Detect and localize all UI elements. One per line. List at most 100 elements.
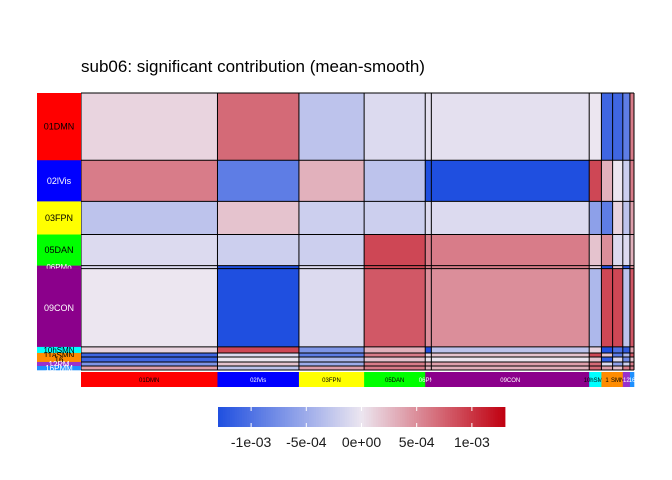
legend-gradient-step [306,407,310,427]
heatmap-cells [81,93,635,371]
heatmap-cell-16PMM-16PMM [629,365,635,371]
legend-gradient-step [318,407,322,427]
heatmap-cell-12PM-03FPN [298,361,365,367]
heatmap-cell-02lVis-11aSMN [601,160,613,202]
legend-gradient-step [308,407,312,427]
legend-gradient-step [270,407,274,427]
legend-gradient-step [428,407,432,427]
heatmap-cell-10hSMN-09CON [431,346,590,354]
legend-gradient-step [249,407,252,427]
legend-gradient-step [493,407,496,427]
heatmap-cell-16-05DAN [364,356,426,363]
heatmap-cell-12PM-16PMM [629,361,635,367]
col-network-swatch-06PMo [425,372,432,387]
heatmap-cell-11aSMN-10hSMN [589,352,602,358]
heatmap-cell-06PMo-09CON [431,265,590,269]
legend-gradient-step [292,407,295,427]
legend-gradient-step [476,407,480,427]
legend-gradient-step [241,407,245,427]
heatmap-cell-12PM-11aSMN [601,361,613,367]
heatmap-cell-16-06PMo [425,356,432,363]
legend-gradient-step [392,407,396,427]
legend-gradient-step [411,407,415,427]
legend-gradient-step [414,407,417,427]
legend-gradient-step [397,407,401,427]
legend-gradient-step [418,407,422,427]
legend-tick-label-3: 5e-04 [399,434,435,450]
col-network-swatch-02lVis [217,372,300,387]
heatmap-cell-06PMo-03FPN [298,265,365,269]
heatmap-cell-12PM-05DAN [364,361,426,367]
row-network-label-12PM: 12PM [49,360,70,369]
legend-gradient-step [227,407,231,427]
legend-gradient-step [449,407,453,427]
col-network-label-02lVis: 02lVis [250,378,266,384]
row-network-swatch-09CON [37,268,81,348]
legend-gradient-step [442,407,446,427]
legend-gradient-step [481,407,484,427]
heatmap-cell-06PMo-12PM [622,265,631,269]
legend-gradient-step [423,407,427,427]
heatmap-cell-10hSMN-12PM [622,346,631,354]
col-network-label-11aSMN: 1 [605,378,609,384]
row-network-label-01DMN: 01DMN [44,122,75,132]
legend-gradient-step [404,407,408,427]
heatmap-cell-05DAN-12PM [622,234,631,266]
row-network-label-16PMM: 16PMM [45,364,73,373]
legend-gradient-step [368,407,372,427]
col-network-swatch-03FPN [298,372,365,387]
legend-gradient-step [488,407,492,427]
col-network-swatch-11aSMN [601,372,613,387]
legend-gradient-step [325,407,329,427]
heatmap-cell-06PMo-05DAN [364,265,426,269]
row-network-label-09CON: 09CON [44,303,74,313]
legend-gradient-step [399,407,403,427]
heatmap-cell-05DAN-03FPN [298,234,365,266]
heatmap-cell-16PMM-06PMo [425,365,432,371]
legend-gradient-step [277,407,281,427]
heatmap-cell-09CON-11aSMN [601,268,613,348]
heatmap-cell-09CON-02lVis [217,268,300,348]
heatmap-cell-01DMN-02lVis [217,93,300,161]
legend-gradient-step [461,407,465,427]
heatmap-cell-16PMM-09CON [431,365,590,371]
legend-gradient-step [354,407,358,427]
legend-gradient-step [459,407,463,427]
heatmap-cell-02lVis-05DAN [364,160,426,202]
legend-gradient-step [258,407,262,427]
heatmap-cell-03FPN-11aSMN [601,201,613,235]
legend-gradient-step [416,407,420,427]
heatmap-cell-03FPN-06PMo [425,201,432,235]
heatmap-cell-11aSMN-02lVis [217,352,300,358]
legend-gradient-step [246,407,250,427]
legend-gradient-step [316,407,319,427]
col-network-label-06PMo: 06PMo [419,378,439,384]
legend-gradient-step [323,407,327,427]
heatmap-cell-16-16PMM [629,356,635,363]
color-legend: -1e-03 -5e-04 0e+00 5e-04 1e-03 [218,407,506,450]
legend-gradient-step [313,407,317,427]
legend-gradient-step [280,407,283,427]
heatmap-cell-09CON-16 [612,268,624,348]
heatmap-cell-10hSMN-03FPN [298,346,365,354]
legend-gradient-step [232,407,236,427]
heatmap-cell-11aSMN-12PM [622,352,631,358]
heatmap-cell-10hSMN-05DAN [364,346,426,354]
row-network-colorbar: 01DMN 02lVis 03FPN 05DAN 06PMo 09CON 10hSMN11a… [37,93,81,373]
legend-gradient-step [342,407,346,427]
legend-gradient-step [304,407,307,427]
legend-gradient-step [301,407,305,427]
heatmap-cell-03FPN-16PMM [629,201,635,235]
row-network-swatch-01DMN [37,93,81,161]
heatmap-cell-10hSMN-01DMN [81,346,218,354]
heatmap-cell-10hSMN-11aSMN [601,346,613,354]
legend-gradient-step [371,407,374,427]
legend-gradient-step [390,407,393,427]
legend-gradient-step [385,407,389,427]
legend-gradient-step [387,407,391,427]
col-network-label-05DAN: 05DAN [385,378,404,384]
legend-gradient-step [469,407,472,427]
legend-gradient-step [351,407,355,427]
legend-gradient-step [253,407,257,427]
